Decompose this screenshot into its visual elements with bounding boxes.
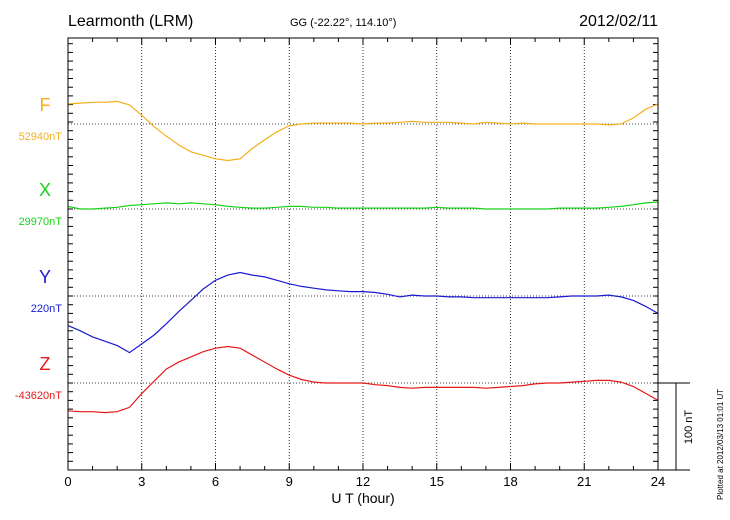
x-tick-label: 12: [356, 474, 370, 489]
series-baseline-z: -43620nT: [15, 390, 62, 402]
plotted-timestamp: Plotted at 2012/03/13 01:01 UT: [716, 389, 725, 500]
axis-ticks: [67, 38, 659, 471]
series-baseline-x: 29970nT: [19, 216, 63, 228]
series-lines: [67, 100, 659, 414]
x-tick-label: 6: [212, 474, 219, 489]
series-baseline-f: 52940nT: [19, 131, 63, 143]
series-name-z: Z: [40, 354, 51, 374]
scale-bar-label: 100 nT: [683, 410, 695, 445]
series-name-x: X: [39, 180, 51, 200]
chart-date: 2012/02/11: [579, 13, 658, 30]
x-tick-label: 9: [286, 474, 293, 489]
series-name-y: Y: [39, 267, 51, 287]
x-tick-label: 15: [430, 474, 444, 489]
series-line-f: [67, 100, 659, 162]
x-tick-label: 0: [64, 474, 71, 489]
plot-frame: [67, 37, 659, 471]
grid-lines: [68, 38, 658, 470]
x-tick-label: 3: [138, 474, 145, 489]
series-name-f: F: [40, 95, 51, 115]
series-line-z: [67, 345, 659, 414]
station-title: Learmonth (LRM): [68, 13, 193, 30]
station-coordinates: GG (-22.22°, 114.10°): [290, 17, 396, 29]
x-tick-labels: 0 3 6 9 12 15 18 21 24: [64, 474, 665, 489]
series-line-x: [67, 201, 659, 210]
series-labels: F 52940nT X 29970nT Y 220nT Z -43620nT: [15, 95, 62, 402]
scale-bar: 100 nT: [658, 382, 695, 471]
series-baseline-y: 220nT: [31, 303, 62, 315]
x-axis-label: U T (hour): [331, 490, 394, 506]
x-tick-label: 24: [651, 474, 665, 489]
x-tick-label: 21: [577, 474, 591, 489]
x-tick-label: 18: [503, 474, 517, 489]
series-line-y: [67, 271, 659, 354]
